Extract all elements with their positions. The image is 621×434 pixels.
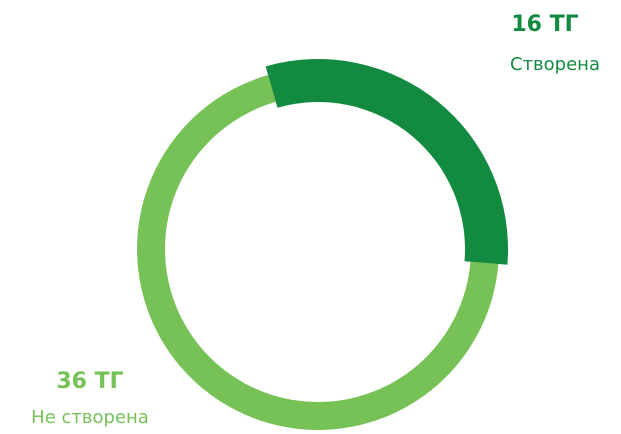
category-label: Створена <box>510 54 600 75</box>
category-label: Не створена <box>31 407 149 428</box>
value-label: 16 ТГ <box>511 12 578 37</box>
donut-segment <box>265 59 508 265</box>
value-label: 36 ТГ <box>56 369 123 394</box>
